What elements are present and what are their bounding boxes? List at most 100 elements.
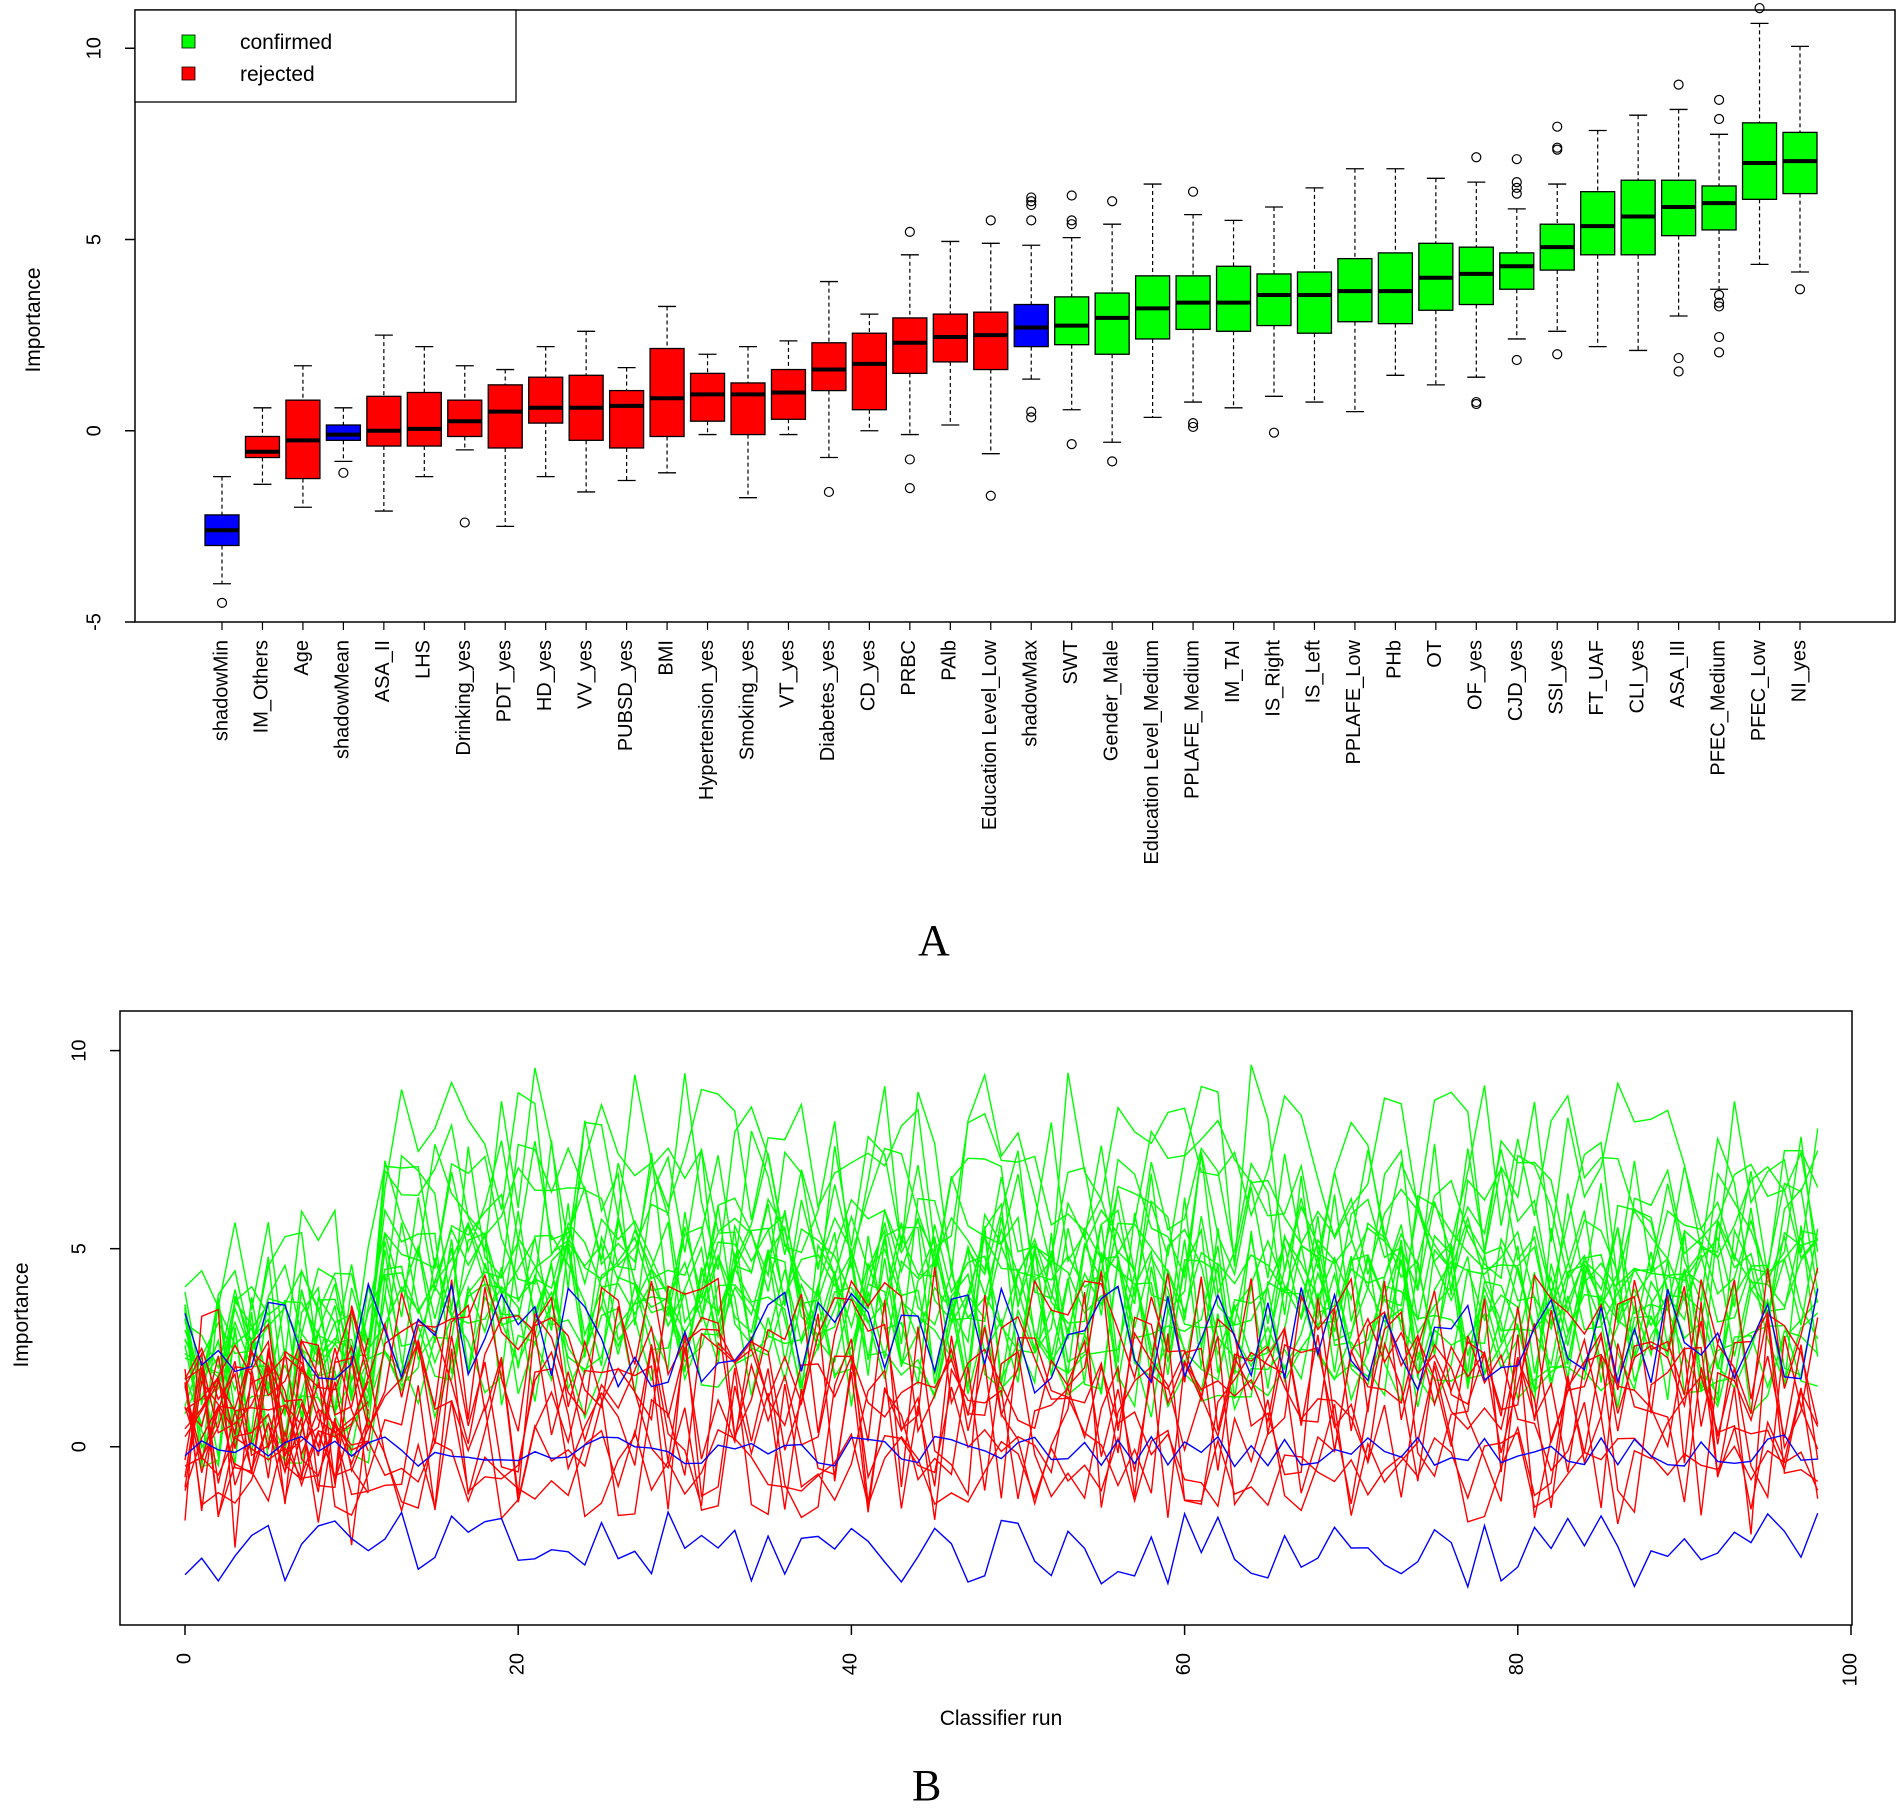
box-is-left [1296, 271, 1333, 334]
x-tick-label: 40 [840, 1653, 862, 1675]
x-tick-label: Hypertension_yes [696, 640, 718, 800]
outlier-point [1268, 427, 1280, 438]
outlier-point [1026, 406, 1037, 417]
outlier-point [1713, 301, 1725, 312]
box-pfec-medium [1701, 185, 1737, 231]
trace-hd-yes [184, 1366, 369, 1484]
outlier-point [1552, 144, 1563, 155]
outlier-point [1066, 190, 1077, 201]
x-tick-label: NI_yes [1788, 640, 1810, 702]
box-smoking-yes [730, 382, 766, 436]
x-tick-label: PPLAFE_Medium [1181, 640, 1203, 799]
x-tick-label: CLI_yes [1626, 640, 1648, 713]
box-pubsd-yes [608, 389, 645, 449]
trace-education-level-medium [184, 1227, 1819, 1416]
x-tick-label: VT_yes [777, 640, 799, 708]
box-bmi [649, 347, 685, 438]
outlier-point [216, 597, 228, 608]
x-tick-label: Smoking_yes [736, 640, 758, 760]
trace-shadowmean [184, 1434, 1818, 1468]
x-tick-label: IS_Left [1303, 640, 1325, 704]
x-tick-label: SSI_yes [1546, 640, 1568, 714]
outlier-point [1673, 352, 1684, 364]
x-tick-label: shadowMax [1020, 640, 1042, 747]
outlier-point [1187, 418, 1199, 429]
outlier-point [1471, 152, 1482, 163]
x-tick-label: PFEC_Low [1748, 639, 1770, 741]
x-tick-label: PHb [1384, 640, 1406, 679]
x-tick-label: VV_yes [574, 640, 596, 709]
trace-shadowmin [184, 1510, 1819, 1590]
trace-cd-yes [184, 1353, 369, 1511]
x-tick-label: 0 [173, 1653, 195, 1664]
outlier-point [1511, 188, 1522, 199]
plot-frame [119, 1010, 1853, 1626]
trace-smoking-yes [184, 1335, 1819, 1493]
x-tick-label: Education Level_Low [979, 639, 1001, 830]
trace-pdt-yes [184, 1335, 1819, 1519]
trace-prbc [184, 1273, 1819, 1474]
box-education-level-low [973, 311, 1009, 371]
x-tick-label: shadowMean [332, 640, 354, 759]
x-tick-label: IM_Others [251, 640, 273, 733]
outlier-point [1187, 421, 1199, 433]
panel-label-b: B [912, 1761, 942, 1810]
x-tick-label: CD_yes [858, 640, 880, 711]
trace-asa-iii [184, 1135, 1819, 1416]
y-axis-label: Importance [22, 267, 45, 372]
outlier-point [1713, 331, 1725, 343]
x-tick-label: LHS [413, 640, 435, 679]
x-tick-label: ASA_II [372, 640, 394, 702]
trace-lhs [184, 1364, 1819, 1525]
y-tick-label: 5 [68, 1243, 90, 1254]
outlier-point [1552, 349, 1563, 360]
box-drinking-yes [447, 399, 483, 438]
y-tick-label: -5 [83, 613, 105, 631]
box-ft-uaf [1580, 191, 1616, 256]
outlier-point [904, 454, 915, 465]
outlier-point [1471, 398, 1482, 410]
x-tick-label: IS_Right [1262, 640, 1284, 717]
lineplot-svg: 0 5 10 Importance 0 20 40 60 80 100 Classifier run [10, 1010, 1861, 1730]
plot-frame [134, 9, 1896, 623]
x-tick-label: OF_yes [1465, 640, 1487, 710]
outlier-point [1754, 2, 1765, 14]
x-tick-label: OT [1424, 640, 1446, 668]
box-swt [1054, 296, 1090, 346]
box-is-right [1256, 273, 1292, 327]
box-asa-ii [366, 395, 402, 447]
outlier-point [1026, 412, 1037, 423]
trace-gender-male [184, 1239, 1819, 1464]
box-im-others [244, 435, 281, 459]
outlier-point [1187, 186, 1199, 197]
outlier-point [1066, 439, 1077, 450]
y-tick-label: 10 [83, 37, 105, 59]
x-tick-label: PFEC_Medium [1707, 640, 1729, 776]
y-tick-label: 0 [68, 1441, 90, 1452]
box-phb [1377, 252, 1414, 325]
x-tick-label: IM_TAI [1222, 640, 1244, 703]
x-tick-label: Education Level_Medium [1141, 640, 1163, 865]
box-cd-yes [851, 332, 888, 411]
y-tick-label: 5 [83, 234, 105, 245]
legend-frame [134, 9, 517, 103]
trace-ni-yes [184, 1080, 1819, 1407]
outlier-point [1066, 219, 1077, 230]
trace-ft-uaf [184, 1143, 1819, 1434]
outlier-point [1511, 154, 1522, 165]
outlier-point [1026, 199, 1037, 211]
x-tick-label: Gender_Male [1100, 640, 1122, 761]
trace-im-others [184, 1425, 1819, 1509]
outlier-point [1026, 215, 1037, 226]
outlier-point [1107, 456, 1118, 467]
outlier-point [1713, 113, 1725, 125]
outlier-point [1107, 196, 1118, 207]
outlier-point [985, 490, 996, 501]
x-tick-label: PAlb [939, 640, 961, 681]
x-tick-label: 60 [1173, 1653, 1195, 1675]
outlier-point [985, 215, 996, 226]
panel-label-a: A [918, 916, 950, 965]
box-hd-yes [528, 376, 564, 424]
x-tick-label: Age [291, 640, 313, 676]
outlier-point [459, 517, 470, 528]
